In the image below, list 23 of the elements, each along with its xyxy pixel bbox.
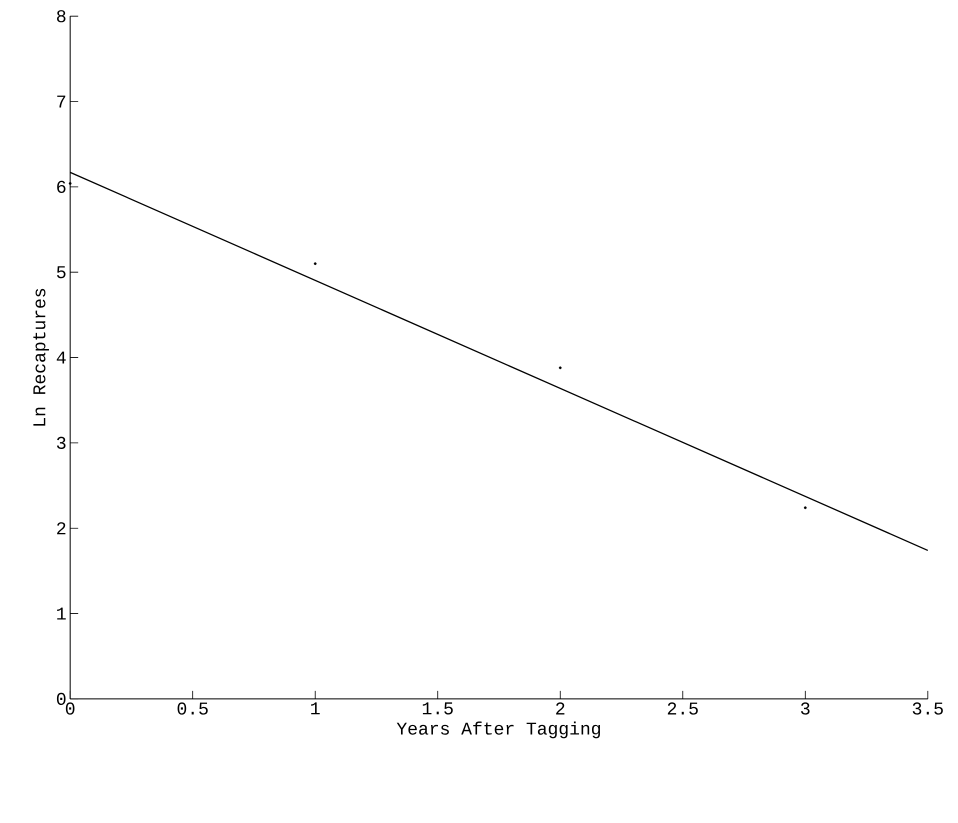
y-axis-title: Ln Recaptures xyxy=(33,288,49,426)
y-tick-label: 1 xyxy=(57,608,66,620)
point xyxy=(804,506,807,510)
y-tick-label: 5 xyxy=(56,266,66,278)
x-tick-label: 0 xyxy=(66,702,74,715)
x-tick-label: 1 xyxy=(311,702,320,714)
x-tick-label: 0.5 xyxy=(178,702,208,715)
y-tick-label: 4 xyxy=(56,352,66,364)
point xyxy=(314,262,317,266)
y-tick-label: 3 xyxy=(56,436,66,449)
x-tick-label: 3 xyxy=(801,702,810,715)
point xyxy=(558,366,562,370)
x-tick-label: 3.5 xyxy=(912,702,943,715)
y-tick-label: 7 xyxy=(57,96,66,108)
x-tick-label: 2 xyxy=(556,702,564,714)
y-tick-label: 6 xyxy=(57,180,66,193)
x-tick-label: 1.5 xyxy=(422,702,453,714)
y-tick-label: 0 xyxy=(56,692,66,705)
x-axis-title: Years After Tagging xyxy=(396,721,600,738)
y-tick-label: 2 xyxy=(57,522,66,534)
point xyxy=(68,182,72,185)
y-tick-label: 8 xyxy=(57,10,66,22)
x-tick-label: 2.5 xyxy=(668,702,698,715)
